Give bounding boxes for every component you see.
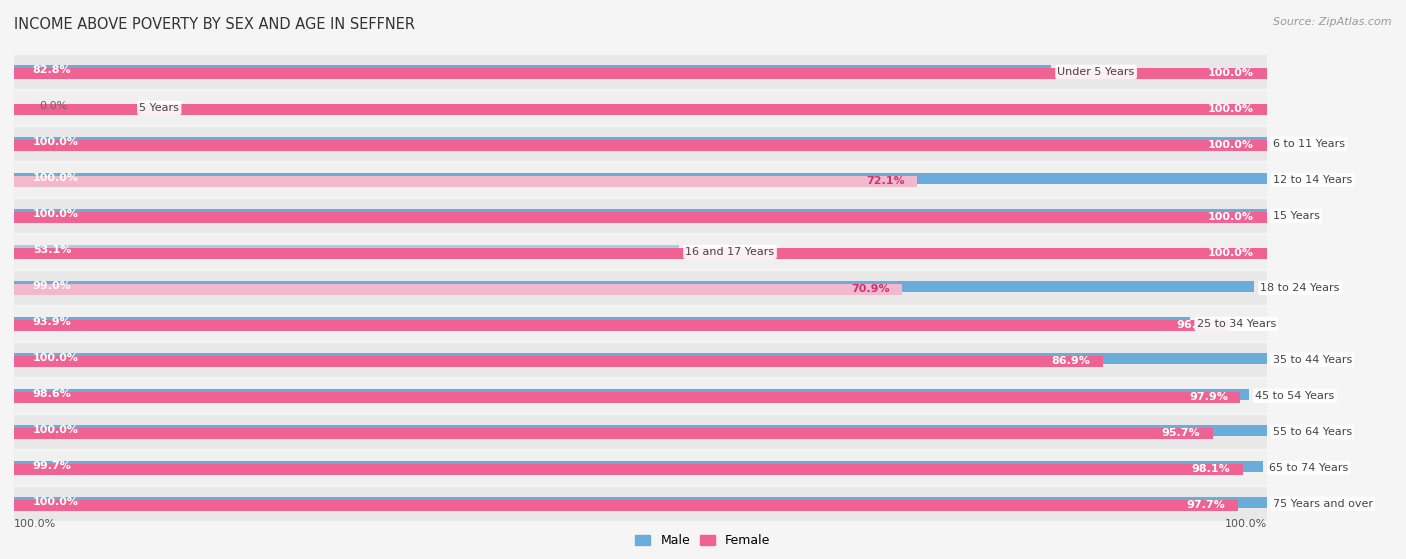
- Text: 100.0%: 100.0%: [32, 138, 79, 148]
- Text: 100.0%: 100.0%: [1208, 212, 1254, 222]
- Bar: [14, 317, 1191, 328]
- Text: 100.0%: 100.0%: [1208, 105, 1254, 115]
- Text: 18 to 24 Years: 18 to 24 Years: [1260, 283, 1340, 293]
- Bar: [14, 198, 1267, 233]
- Bar: [14, 343, 1267, 377]
- Text: 12 to 14 Years: 12 to 14 Years: [1272, 175, 1353, 185]
- Text: 45 to 54 Years: 45 to 54 Years: [1256, 391, 1334, 401]
- Bar: [14, 356, 1102, 367]
- Bar: [14, 235, 1267, 269]
- Text: 15 Years: 15 Years: [1272, 211, 1320, 221]
- Bar: [14, 415, 1267, 449]
- Text: 16 and 17 Years: 16 and 17 Years: [686, 247, 775, 257]
- Text: 5 Years: 5 Years: [139, 103, 179, 113]
- Text: 100.0%: 100.0%: [32, 173, 79, 183]
- Bar: [14, 248, 1267, 259]
- Text: INCOME ABOVE POVERTY BY SEX AND AGE IN SEFFNER: INCOME ABOVE POVERTY BY SEX AND AGE IN S…: [14, 17, 415, 32]
- Text: 100.0%: 100.0%: [1208, 248, 1254, 258]
- Bar: [14, 245, 679, 256]
- Bar: [14, 425, 1267, 436]
- Bar: [14, 173, 1267, 184]
- Bar: [14, 451, 1267, 485]
- Bar: [14, 461, 1263, 472]
- Bar: [14, 176, 917, 187]
- Text: 100.0%: 100.0%: [1225, 519, 1267, 529]
- Bar: [14, 389, 1249, 400]
- Text: 98.1%: 98.1%: [1192, 465, 1230, 474]
- Text: 100.0%: 100.0%: [32, 498, 79, 508]
- Bar: [14, 271, 1267, 305]
- Bar: [14, 91, 1267, 125]
- Bar: [14, 378, 1267, 413]
- Text: 100.0%: 100.0%: [1208, 140, 1254, 150]
- Text: 65 to 74 Years: 65 to 74 Years: [1270, 463, 1348, 473]
- Bar: [14, 281, 1254, 292]
- Bar: [14, 306, 1267, 341]
- Text: 97.9%: 97.9%: [1189, 392, 1227, 402]
- Text: 98.6%: 98.6%: [32, 390, 72, 400]
- Text: 100.0%: 100.0%: [1208, 68, 1254, 78]
- Legend: Male, Female: Male, Female: [630, 529, 776, 552]
- Bar: [14, 163, 1267, 197]
- Text: 97.7%: 97.7%: [1187, 500, 1226, 510]
- Text: 100.0%: 100.0%: [32, 425, 79, 435]
- Bar: [14, 486, 1267, 521]
- Text: 99.7%: 99.7%: [32, 461, 72, 471]
- Text: 99.0%: 99.0%: [32, 281, 72, 291]
- Bar: [14, 496, 1267, 508]
- Text: 0.0%: 0.0%: [39, 102, 67, 111]
- Text: 82.8%: 82.8%: [32, 65, 72, 75]
- Text: 6 to 11 Years: 6 to 11 Years: [1272, 139, 1346, 149]
- Text: Source: ZipAtlas.com: Source: ZipAtlas.com: [1274, 17, 1392, 27]
- Bar: [14, 140, 1267, 151]
- Bar: [14, 209, 1267, 220]
- Text: 100.0%: 100.0%: [14, 519, 56, 529]
- Text: 100.0%: 100.0%: [32, 210, 79, 220]
- Bar: [14, 463, 1243, 475]
- Text: 55 to 64 Years: 55 to 64 Years: [1272, 427, 1353, 437]
- Text: 93.9%: 93.9%: [32, 318, 72, 328]
- Bar: [14, 137, 1267, 148]
- Bar: [14, 211, 1267, 223]
- Text: 70.9%: 70.9%: [851, 285, 890, 295]
- Bar: [14, 103, 1267, 115]
- Text: 53.1%: 53.1%: [32, 245, 72, 255]
- Bar: [14, 320, 1227, 331]
- Text: 72.1%: 72.1%: [866, 176, 904, 186]
- Text: 25 to 34 Years: 25 to 34 Years: [1197, 319, 1275, 329]
- Bar: [14, 391, 1240, 403]
- Text: 96.9%: 96.9%: [1177, 320, 1215, 330]
- Text: Under 5 Years: Under 5 Years: [1057, 67, 1135, 77]
- Bar: [14, 68, 1267, 79]
- Bar: [14, 353, 1267, 364]
- Bar: [14, 500, 1237, 511]
- Text: 75 Years and over: 75 Years and over: [1272, 499, 1372, 509]
- Bar: [14, 428, 1213, 439]
- Bar: [14, 283, 903, 295]
- Bar: [14, 65, 1052, 76]
- Text: 95.7%: 95.7%: [1161, 428, 1201, 438]
- Text: 35 to 44 Years: 35 to 44 Years: [1272, 355, 1353, 365]
- Bar: [14, 55, 1267, 89]
- Text: 100.0%: 100.0%: [32, 353, 79, 363]
- Bar: [14, 127, 1267, 161]
- Text: 86.9%: 86.9%: [1052, 356, 1090, 366]
